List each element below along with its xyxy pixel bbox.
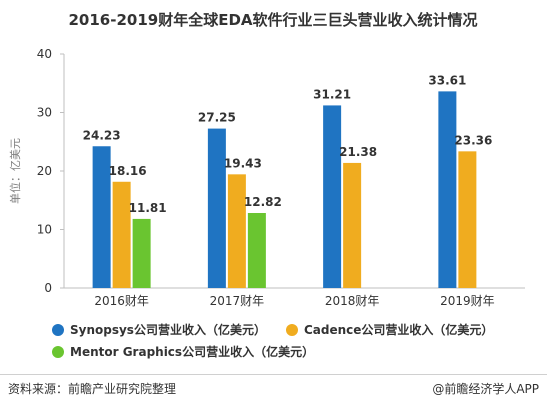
chart-title: 2016-2019财年全球EDA软件行业三巨头营业收入统计情况 [68,11,477,29]
y-tick-label: 10 [37,223,52,237]
x-tick-label: 2017财年 [210,294,265,308]
legend-label: Cadence公司营业收入（亿美元） [304,322,493,337]
bar-synopsys [207,128,226,288]
x-tick-label: 2019财年 [440,294,495,308]
data-label: 31.21 [313,87,351,101]
y-tick-label: 0 [44,281,52,295]
data-label: 23.36 [454,133,492,147]
data-label: 27.25 [198,111,236,125]
legend-marker [286,324,298,336]
y-tick-label: 30 [37,106,52,120]
legend-marker [52,324,64,336]
bar-synopsys [323,105,342,288]
brand-credit: @前瞻经济学人APP [432,382,539,396]
bar-cadence [227,174,246,288]
bar-synopsys [92,146,111,288]
legend-label: Synopsys公司营业收入（亿美元） [70,322,266,337]
data-label: 21.38 [339,145,377,159]
bar-mentor [132,218,151,288]
data-label: 24.23 [83,128,121,142]
data-label: 18.16 [109,164,147,178]
source-note: 资料来源：前瞻产业研究院整理 [8,382,177,396]
y-tick-label: 20 [37,164,52,178]
bar-synopsys [438,91,457,288]
data-label: 19.43 [224,156,262,170]
legend-label: Mentor Graphics公司营业收入（亿美元） [70,344,314,359]
footer-divider [0,374,547,375]
y-axis-label: 单位：亿美元 [8,138,22,204]
bar-mentor [247,213,266,288]
x-tick-label: 2016财年 [94,294,149,308]
data-label: 33.61 [428,73,466,87]
x-tick-label: 2018财年 [325,294,380,308]
bar-cadence [343,162,362,288]
legend-marker [52,346,64,358]
data-label: 11.81 [129,201,167,215]
bar-cadence [112,181,131,288]
bar-cadence [458,151,477,288]
y-tick-label: 40 [37,47,52,61]
data-label: 12.82 [244,195,282,209]
